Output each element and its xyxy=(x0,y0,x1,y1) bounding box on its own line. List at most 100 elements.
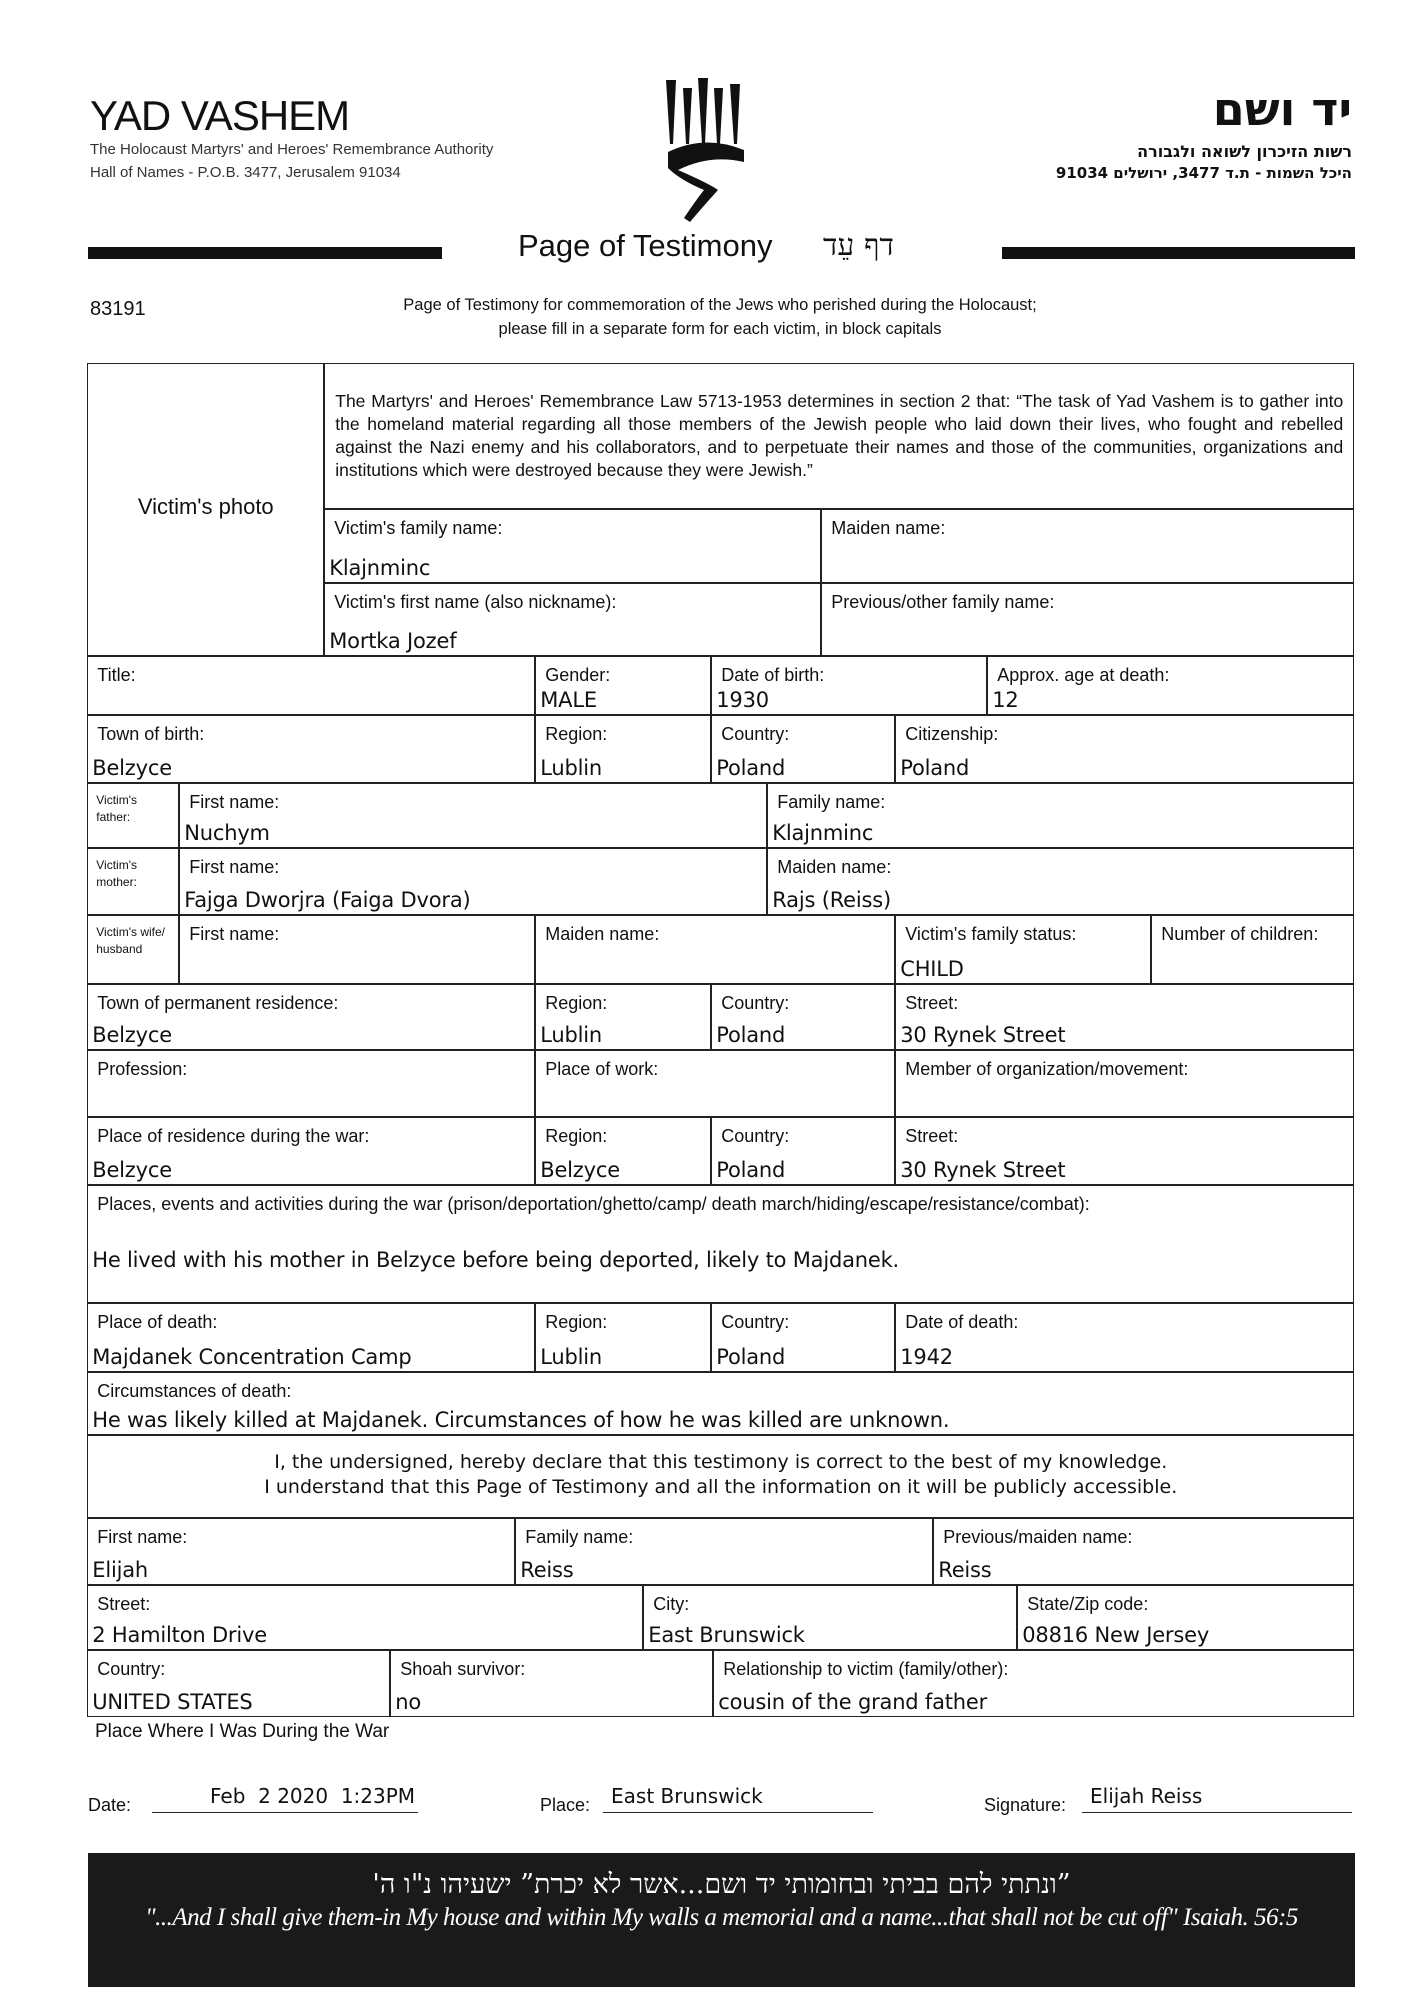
date-field[interactable]: Feb 2 2020 1:23PM xyxy=(152,1782,418,1813)
field-value: 30 Rynek Street xyxy=(900,1023,1066,1048)
field-death-region[interactable]: Region: Lublin xyxy=(535,1303,712,1373)
field-residence-street[interactable]: Street: 30 Rynek Street xyxy=(895,984,1355,1051)
field-label: Number of children: xyxy=(1161,924,1319,945)
field-label: Town of permanent residence: xyxy=(97,993,339,1014)
field-submitter-state-zip[interactable]: State/Zip code: 08816 New Jersey xyxy=(1017,1585,1355,1651)
field-submitter-street[interactable]: Street: 2 Hamilton Drive xyxy=(87,1585,644,1651)
field-value: 1930 xyxy=(716,688,769,713)
field-label: Place of death: xyxy=(97,1312,218,1333)
field-war-residence[interactable]: Place of residence during the war: Belzyc… xyxy=(87,1117,536,1186)
field-town-of-birth[interactable]: Town of birth: Belzyce xyxy=(87,715,536,784)
field-label: Approx. age at death: xyxy=(997,665,1170,686)
field-label: Country: xyxy=(97,1659,166,1680)
row-label: Victim's wife/ husband xyxy=(96,925,165,957)
field-label: Profession: xyxy=(97,1059,188,1080)
field-citizenship[interactable]: Citizenship: Poland xyxy=(895,715,1355,784)
field-victim-family-name[interactable]: Victim's family name: Klajnminc xyxy=(324,509,822,584)
field-title[interactable]: Title: xyxy=(87,656,536,716)
field-victim-first-name[interactable]: Victim's first name (also nickname): Mort… xyxy=(324,583,822,657)
field-label: First name: xyxy=(189,924,280,945)
page-title: Page of Testimony xyxy=(518,228,773,263)
title-bar-left xyxy=(88,247,442,259)
declaration-box: I, the undersigned, hereby declare that … xyxy=(87,1435,1355,1519)
org-name-hebrew: יד ושם xyxy=(1212,82,1352,136)
field-label: Region: xyxy=(545,1126,608,1147)
field-label: Member of organization/movement: xyxy=(905,1059,1189,1080)
field-gender[interactable]: Gender: MALE xyxy=(535,656,712,716)
field-value: Klajnminc xyxy=(329,556,431,581)
field-death-country[interactable]: Country: Poland xyxy=(711,1303,896,1373)
field-mother-maiden-name[interactable]: Maiden name: Rajs (Reiss) xyxy=(767,848,1355,916)
field-war-country[interactable]: Country: Poland xyxy=(711,1117,896,1186)
field-submitter-previous-name[interactable]: Previous/maiden name: Reiss xyxy=(933,1518,1355,1586)
field-profession[interactable]: Profession: xyxy=(87,1050,536,1118)
field-value: Belzyce xyxy=(92,756,172,781)
field-place-of-work[interactable]: Place of work: xyxy=(535,1050,896,1118)
field-shoah-survivor[interactable]: Shoah survivor: no xyxy=(390,1650,714,1718)
footer-quote-banner: ”ונתתי להם בביתי ובחומותי יד ושם...אשר ל… xyxy=(88,1853,1355,1987)
declaration-line-1: I, the undersigned, hereby declare that … xyxy=(274,1451,1168,1474)
field-value: Belzyce xyxy=(540,1158,620,1183)
field-submitter-country[interactable]: Country: UNITED STATES xyxy=(87,1650,391,1718)
field-value: 2 Hamilton Drive xyxy=(92,1623,267,1648)
field-family-status[interactable]: Victim's family status: CHILD xyxy=(895,915,1152,985)
field-permanent-residence[interactable]: Town of permanent residence: Belzyce xyxy=(87,984,536,1051)
field-value: Majdanek Concentration Camp xyxy=(92,1345,412,1370)
field-submitter-city[interactable]: City: East Brunswick xyxy=(643,1585,1018,1651)
field-victim-maiden-name[interactable]: Maiden name: xyxy=(821,509,1355,584)
field-number-of-children[interactable]: Number of children: xyxy=(1151,915,1355,985)
field-region-of-birth[interactable]: Region: Lublin xyxy=(535,715,712,784)
instructions-line-1: Page of Testimony for commemoration of t… xyxy=(403,296,1037,314)
photo-label: Victim's photo xyxy=(137,494,274,520)
title-bar-right xyxy=(1002,247,1355,259)
war-place-label: Place Where I Was During the War xyxy=(95,1721,390,1742)
field-spouse-first-name[interactable]: First name: xyxy=(179,915,536,985)
field-submitter-family-name[interactable]: Family name: Reiss xyxy=(515,1518,934,1586)
field-events[interactable]: Places, events and activities during the… xyxy=(87,1185,1355,1304)
declaration-line-2: I understand that this Page of Testimony… xyxy=(264,1476,1178,1499)
field-label: First name: xyxy=(189,792,280,813)
field-relationship-to-victim[interactable]: Relationship to victim (family/other): co… xyxy=(713,1650,1355,1718)
field-value: East Brunswick xyxy=(648,1623,805,1648)
field-war-street[interactable]: Street: 30 Rynek Street xyxy=(895,1117,1355,1186)
field-date-of-death[interactable]: Date of death: 1942 xyxy=(895,1303,1355,1373)
field-organization-member[interactable]: Member of organization/movement: xyxy=(895,1050,1355,1118)
field-residence-country[interactable]: Country: Poland xyxy=(711,984,896,1051)
signature-field[interactable]: Elijah Reiss xyxy=(1082,1782,1352,1813)
field-value: 30 Rynek Street xyxy=(900,1158,1066,1183)
field-value: Lublin xyxy=(540,1345,602,1370)
field-country-of-birth[interactable]: Country: Poland xyxy=(711,715,896,784)
field-place-of-death[interactable]: Place of death: Majdanek Concentration Ca… xyxy=(87,1303,536,1373)
instructions-line-2: please fill in a separate form for each … xyxy=(498,320,942,338)
field-value: Rajs (Reiss) xyxy=(772,888,891,913)
field-label: First name: xyxy=(97,1527,188,1548)
spouse-label: Victim's wife/ husband xyxy=(87,915,180,985)
org-address-hebrew: היכל השמות - ת.ד 3477, ירושלים 91034 xyxy=(1055,164,1352,182)
field-mother-first-name[interactable]: First name: Fajga Dworjra (Faiga Dvora) xyxy=(179,848,768,916)
field-father-family-name[interactable]: Family name: Klajnminc xyxy=(767,783,1355,849)
field-war-region[interactable]: Region: Belzyce xyxy=(535,1117,712,1186)
field-label: Country: xyxy=(721,993,790,1014)
row-label: Victim's father: xyxy=(96,793,137,825)
field-label: Place of work: xyxy=(545,1059,659,1080)
field-age-at-death[interactable]: Approx. age at death: 12 xyxy=(987,656,1355,716)
field-residence-region[interactable]: Region: Lublin xyxy=(535,984,712,1051)
field-value: CHILD xyxy=(900,957,964,982)
signature-value: Elijah Reiss xyxy=(1090,1784,1203,1808)
field-label: Title: xyxy=(97,665,136,686)
field-label: Region: xyxy=(545,724,608,745)
field-label: Victim's first name (also nickname): xyxy=(334,592,617,613)
field-date-of-birth[interactable]: Date of birth: 1930 xyxy=(711,656,988,716)
field-circumstances-of-death[interactable]: Circumstances of death: He was likely kil… xyxy=(87,1372,1355,1436)
field-victim-other-name[interactable]: Previous/other family name: xyxy=(821,583,1355,657)
field-value: Klajnminc xyxy=(772,821,874,846)
field-submitter-first-name[interactable]: First name: Elijah xyxy=(87,1518,516,1586)
field-value: He lived with his mother in Belzyce befo… xyxy=(92,1248,900,1273)
field-label: Maiden name: xyxy=(777,857,892,878)
field-father-first-name[interactable]: First name: Nuchym xyxy=(179,783,768,849)
place-field[interactable]: East Brunswick xyxy=(603,1782,873,1813)
field-value: Belzyce xyxy=(92,1023,172,1048)
org-subtitle: The Holocaust Martyrs' and Heroes' Remem… xyxy=(90,141,494,158)
instructions: Page of Testimony for commemoration of t… xyxy=(300,293,1140,341)
field-spouse-maiden-name[interactable]: Maiden name: xyxy=(535,915,896,985)
